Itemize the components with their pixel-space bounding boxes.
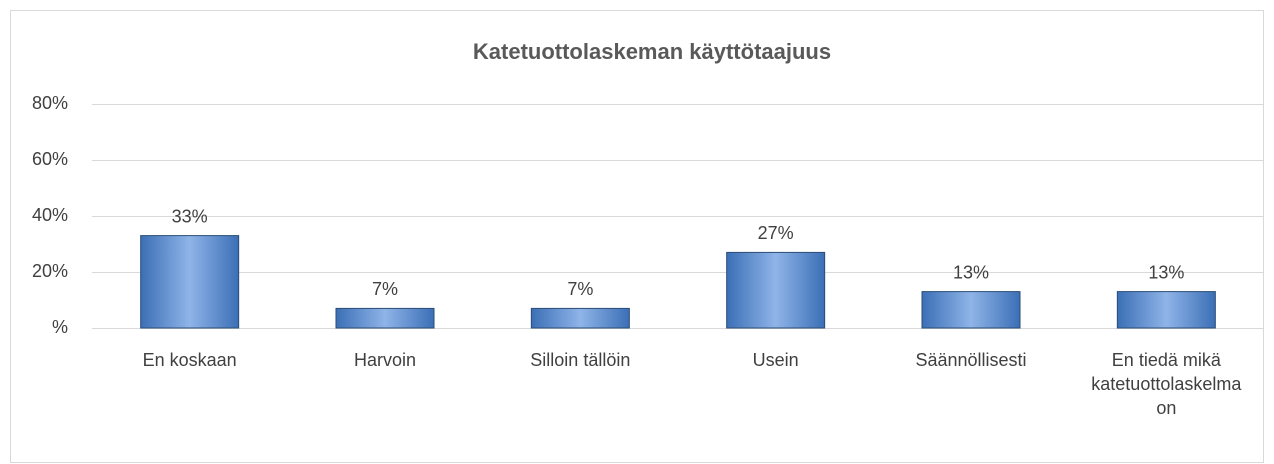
bar	[1116, 291, 1216, 329]
x-tick-label: Säännöllisesti	[915, 350, 1027, 370]
value-label: 13%	[1148, 262, 1184, 282]
chart-title: Katetuottolaskeman käyttötaajuus	[473, 39, 831, 64]
bar	[921, 291, 1021, 329]
x-tick-label: En tiedä mikä katetuottolaskelma on	[1091, 350, 1242, 418]
y-tick-label: 40%	[32, 205, 68, 225]
y-tick-label: %	[52, 317, 68, 337]
x-tick-label: Usein	[752, 350, 799, 370]
value-label: 13%	[953, 262, 989, 282]
value-label: 33%	[172, 206, 208, 226]
value-label: 7%	[567, 279, 593, 299]
y-tick-label: 80%	[32, 93, 68, 113]
bar	[726, 251, 826, 329]
bar	[140, 235, 240, 329]
value-label: 7%	[372, 279, 398, 299]
y-tick-label: 60%	[32, 149, 68, 169]
bar	[530, 307, 630, 329]
y-tick-label: 20%	[32, 261, 68, 281]
x-tick-label: Harvoin	[353, 350, 417, 370]
value-label: 27%	[758, 223, 794, 243]
x-tick-label: Silloin tällöin	[530, 350, 631, 370]
bar	[335, 307, 435, 329]
x-tick-label: En koskaan	[142, 350, 237, 370]
